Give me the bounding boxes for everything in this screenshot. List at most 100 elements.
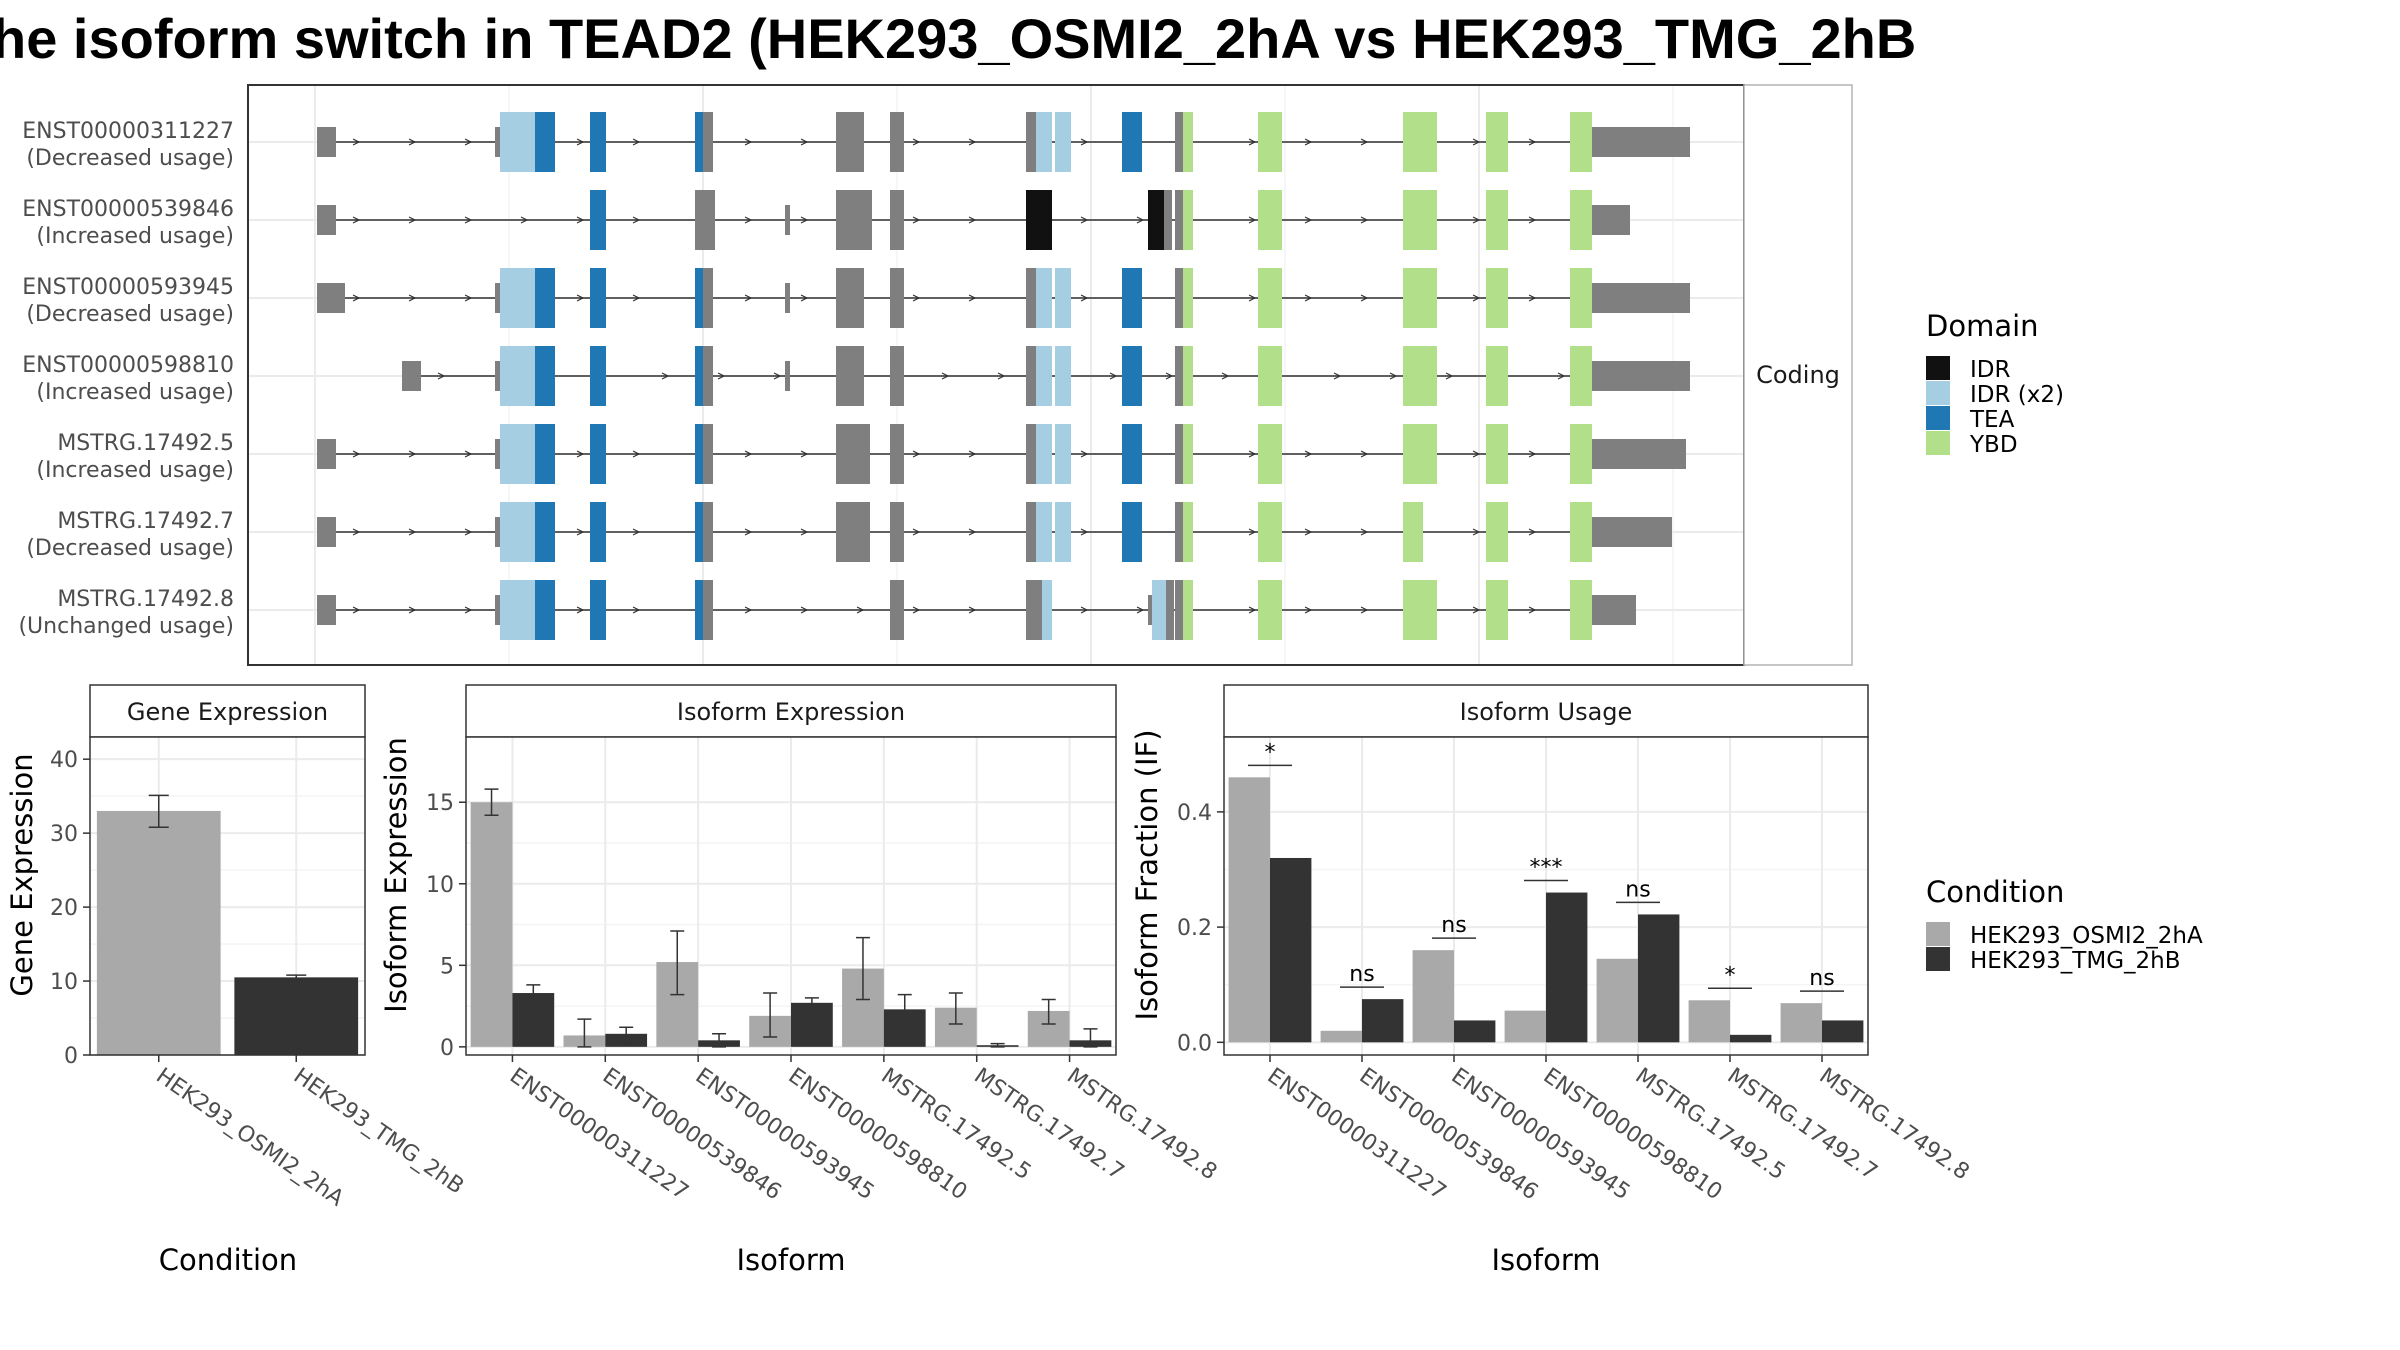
error-bar xyxy=(712,1033,727,1048)
error-bar xyxy=(619,1026,634,1045)
noncoding-exon xyxy=(1592,205,1596,235)
isoform-expression-y-label: Isoform Expression xyxy=(379,737,413,1013)
strand-arrow xyxy=(1472,138,1481,146)
error-bar xyxy=(855,936,870,1001)
strand-arrow xyxy=(1221,372,1230,380)
bar-condition-a xyxy=(1780,1003,1822,1043)
strand-arrow xyxy=(661,372,670,380)
domain-exon-tea xyxy=(535,502,555,562)
domain-exon-ybd xyxy=(1570,190,1592,250)
transcript-id-label: MSTRG.17492.7 xyxy=(57,509,234,534)
domain-exon-ybd xyxy=(1183,502,1193,562)
strand-arrow xyxy=(408,450,417,458)
y-tick-label: 15 xyxy=(426,791,454,816)
noncoding-exon xyxy=(1164,190,1172,250)
strand-arrow xyxy=(408,528,417,536)
domain-exon-ybd xyxy=(1403,268,1437,328)
significance-label: * xyxy=(1265,740,1276,765)
error-bar xyxy=(484,788,499,817)
isoform-usage-y-label: Isoform Fraction (IF) xyxy=(1130,729,1164,1020)
domain-exon-tea xyxy=(1122,112,1142,172)
transcript-id-label: ENST00000593945 xyxy=(22,275,234,300)
significance-label: ns xyxy=(1349,962,1374,987)
domain-exon-idr-x2- xyxy=(1036,268,1052,328)
strand-arrow xyxy=(744,528,753,536)
gene-expression-x-label: Condition xyxy=(159,1243,297,1277)
isoform-usage-strip-label: Isoform Usage xyxy=(1460,698,1633,726)
domain-legend-key xyxy=(1926,356,1950,380)
noncoding-exon xyxy=(703,346,713,406)
strand-arrow xyxy=(464,606,473,614)
strand-arrow xyxy=(968,606,977,614)
domain-exon-ybd xyxy=(1403,580,1437,640)
noncoding-exon xyxy=(836,346,864,406)
plot-border xyxy=(89,736,366,1056)
domain-exon-ybd xyxy=(1403,502,1423,562)
domain-exon-idr-x2- xyxy=(1055,424,1071,484)
domain-exon-ybd xyxy=(1403,190,1437,250)
domain-exon-idr-x2- xyxy=(500,268,535,328)
bar-condition-a xyxy=(1688,1000,1730,1043)
strand-arrow xyxy=(912,450,921,458)
strand-arrow xyxy=(437,372,446,380)
x-tick-label: MSTRG.17492.7 xyxy=(1723,1063,1882,1185)
domain-legend-label: IDR (x2) xyxy=(1970,382,2064,408)
strand-arrow xyxy=(464,294,473,302)
strand-arrow xyxy=(1472,450,1481,458)
strand-arrow xyxy=(352,528,361,536)
transcript-id-label: ENST00000311227 xyxy=(22,119,234,144)
utr-exon xyxy=(1596,283,1690,313)
noncoding-exon xyxy=(703,112,713,172)
domain-exon-tea xyxy=(590,268,606,328)
bar-condition-b xyxy=(1546,892,1588,1043)
strand-arrow xyxy=(912,294,921,302)
domain-exon-idr-x2- xyxy=(1036,424,1052,484)
strand-arrow xyxy=(576,216,585,224)
y-tick-label: 5 xyxy=(440,954,454,979)
strand-arrow xyxy=(1304,528,1313,536)
error-bar xyxy=(897,993,912,1024)
strand-arrow xyxy=(632,216,641,224)
domain-exon-ybd xyxy=(1486,346,1508,406)
noncoding-exon xyxy=(890,112,904,172)
strand-arrow xyxy=(800,450,809,458)
strand-arrow xyxy=(1389,372,1398,380)
strand-arrow xyxy=(632,606,641,614)
noncoding-exon xyxy=(836,190,850,250)
strand-arrow xyxy=(352,216,361,224)
strand-arrow xyxy=(352,606,361,614)
strand-arrow xyxy=(997,372,1006,380)
strand-arrow xyxy=(1472,216,1481,224)
strand-arrow xyxy=(1304,450,1313,458)
strand-arrow xyxy=(800,294,809,302)
strand-arrow xyxy=(1248,606,1257,614)
y-tick-label: 0 xyxy=(440,1036,454,1061)
domain-exon-idr xyxy=(1036,190,1052,250)
bar-condition-b xyxy=(1822,1020,1864,1043)
noncoding-exon xyxy=(1592,361,1596,391)
gene-expression-y-label: Gene Expression xyxy=(5,753,39,996)
y-tick-label: 10 xyxy=(50,970,78,995)
x-tick-label: MSTRG.17492.5 xyxy=(876,1063,1035,1185)
strand-arrow xyxy=(576,606,585,614)
domain-legend-key xyxy=(1926,406,1950,430)
noncoding-exon xyxy=(890,268,904,328)
noncoding-exon xyxy=(703,424,713,484)
strand-arrow xyxy=(1528,450,1537,458)
noncoding-exon xyxy=(1592,127,1596,157)
strand-arrow xyxy=(408,294,417,302)
gene-expression-strip-label: Gene Expression xyxy=(127,698,328,726)
noncoding-exon xyxy=(1175,112,1183,172)
utr-exon xyxy=(317,127,336,157)
domain-legend-label: YBD xyxy=(1969,432,2018,458)
utr-exon xyxy=(317,205,336,235)
bar-condition-b xyxy=(791,1002,833,1047)
strand-arrow xyxy=(1080,450,1089,458)
structure-rows xyxy=(317,112,1690,640)
y-tick-label: 0.4 xyxy=(1177,801,1212,826)
transcript-usage-label: (Increased usage) xyxy=(36,380,234,405)
transcript-structure-panel: Coding ENST00000311227(Decreased usage)E… xyxy=(18,84,1853,666)
strand-arrow xyxy=(968,528,977,536)
